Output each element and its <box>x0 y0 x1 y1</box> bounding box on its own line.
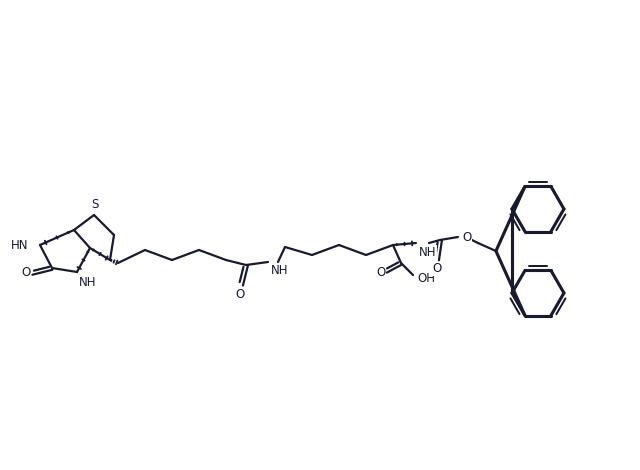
Text: NH: NH <box>419 245 436 258</box>
Text: O: O <box>376 266 386 280</box>
Text: NH: NH <box>79 275 97 289</box>
Text: HN: HN <box>10 238 28 251</box>
Text: O: O <box>21 266 31 279</box>
Text: OH: OH <box>417 273 435 285</box>
Text: O: O <box>236 288 244 300</box>
Text: S: S <box>92 197 99 211</box>
Text: O: O <box>433 263 442 275</box>
Text: O: O <box>462 230 471 243</box>
Text: NH: NH <box>271 265 289 277</box>
